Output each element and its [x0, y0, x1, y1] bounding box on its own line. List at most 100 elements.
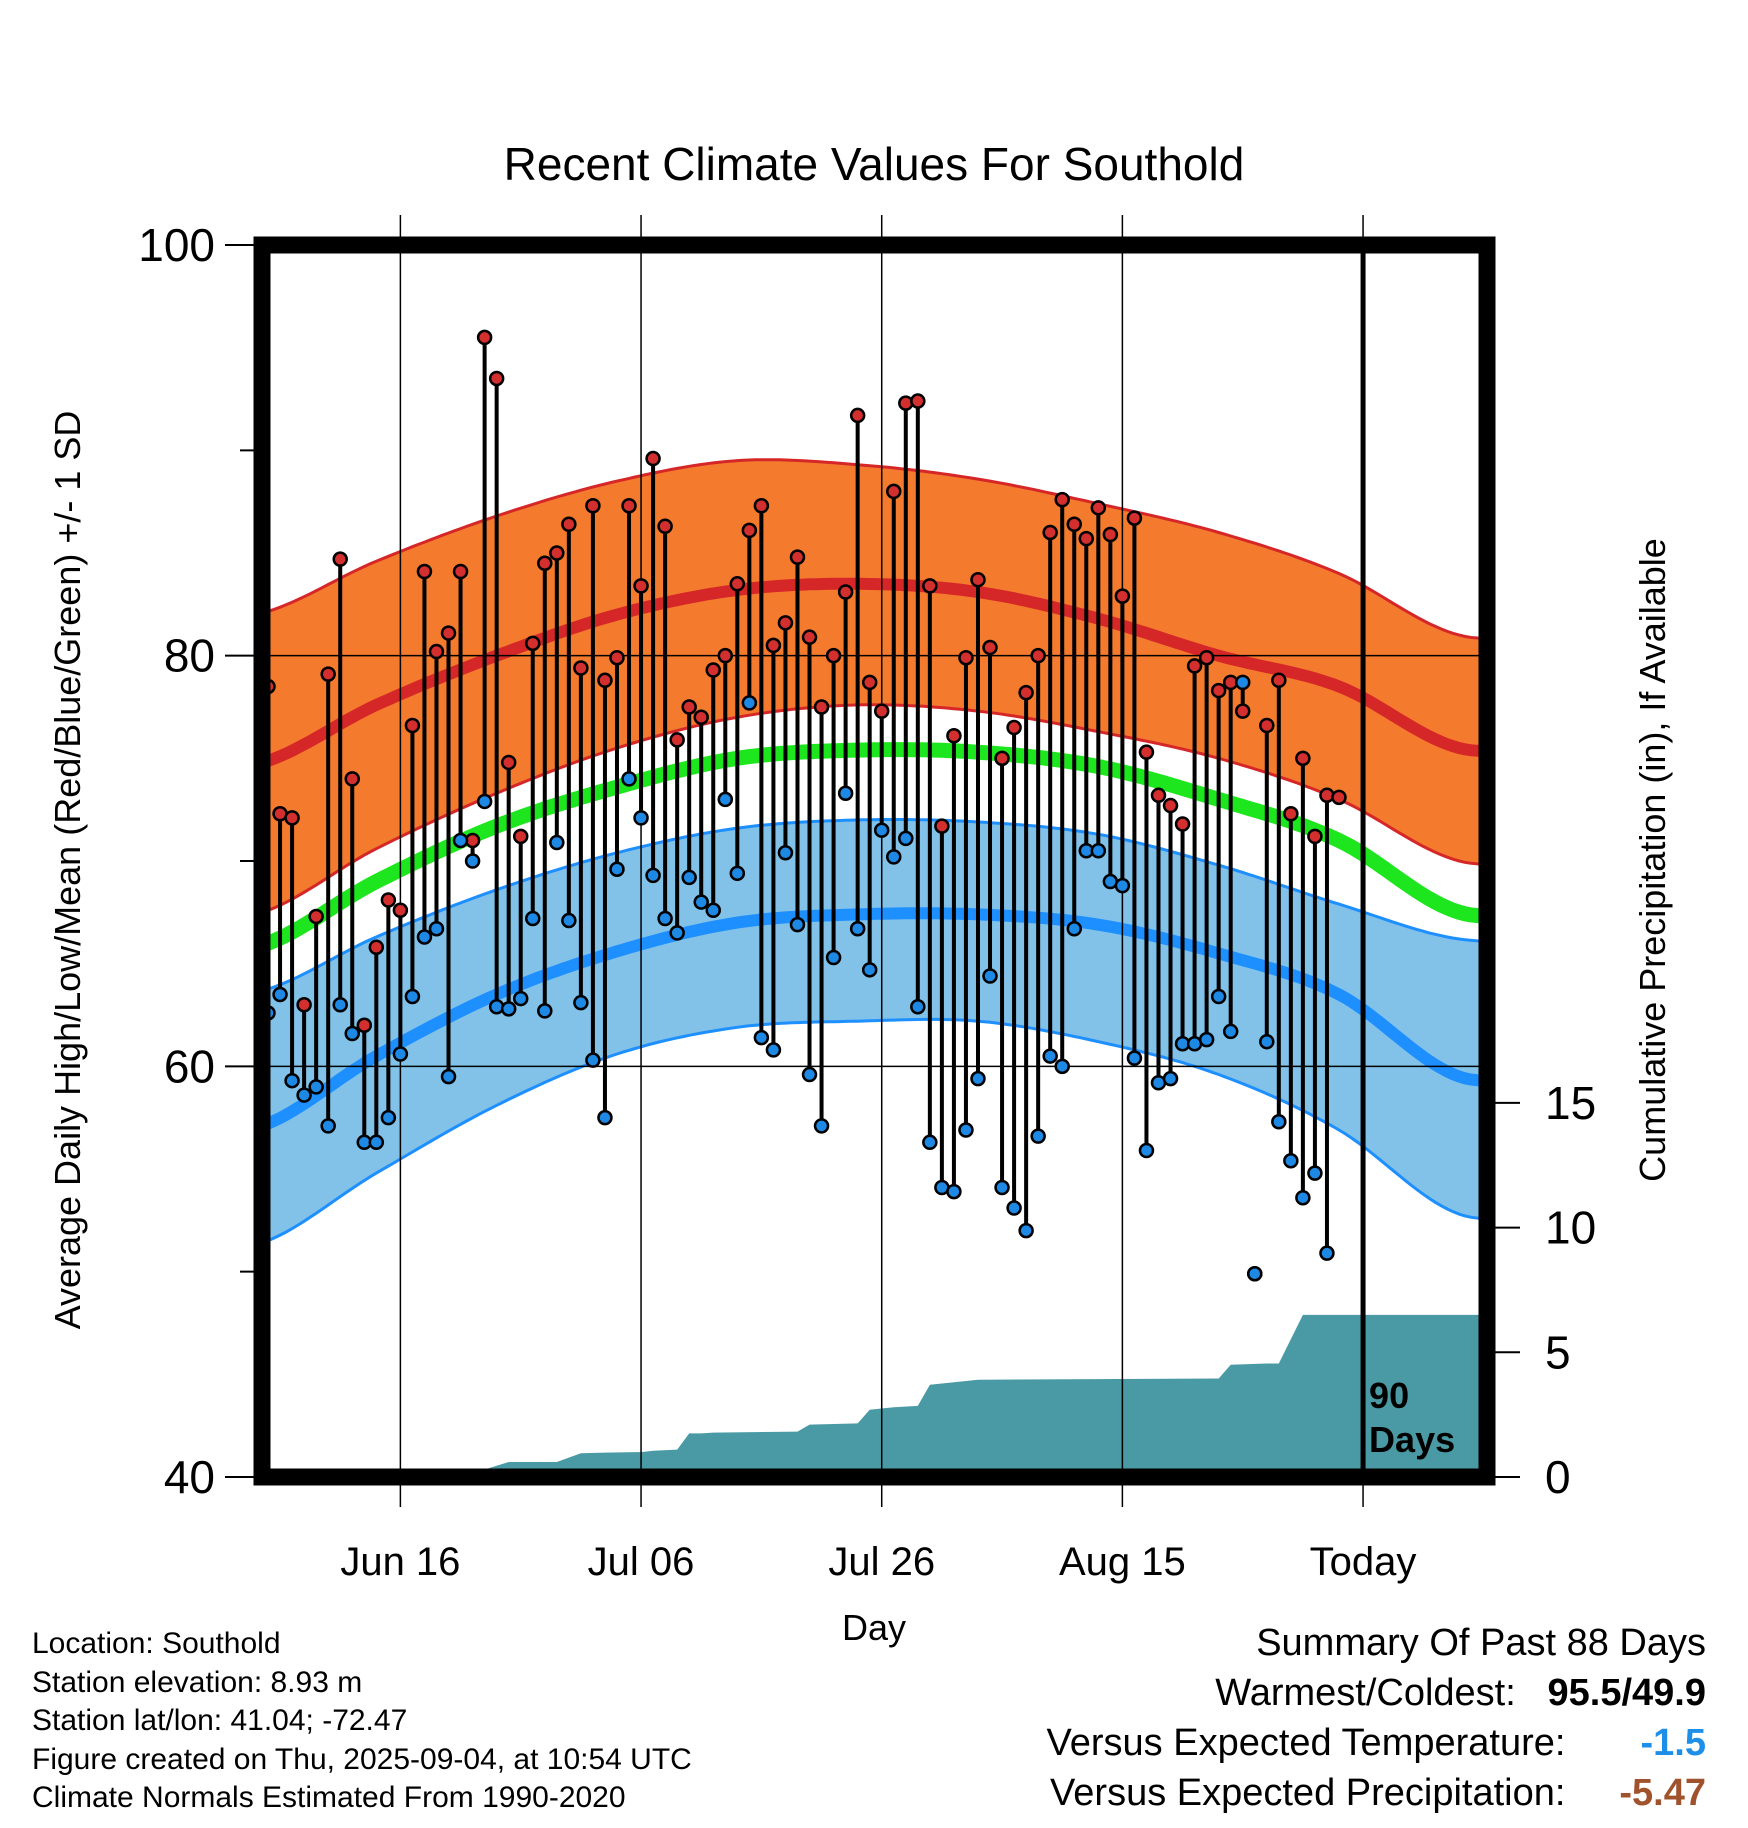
x-tick-label: Today	[1310, 1540, 1417, 1584]
daily-low-point	[1138, 1142, 1155, 1159]
latlon-text: Station lat/lon: 41.04; -72.47	[32, 1704, 408, 1737]
daily-high-point	[1319, 787, 1335, 804]
summary-heading: Summary Of Past 88 Days	[1256, 1622, 1706, 1664]
daily-high-point	[849, 407, 866, 424]
daily-low-point	[645, 867, 661, 884]
daily-high-point	[284, 810, 300, 826]
normal-high-line	[260, 577, 1484, 769]
daily-high-point	[380, 892, 397, 908]
daily-high-point	[1162, 797, 1179, 814]
daily-high-point	[597, 672, 613, 689]
warm-cold-row: Warmest/Coldest: 95.5/49.9	[806, 1668, 1706, 1718]
daily-low-point	[585, 1052, 601, 1068]
created-text: Figure created on Thu, 2025-09-04, at 10…	[32, 1742, 692, 1776]
plot-area: Jun 16 Jul 06 Jul 26 Aug 15 Today 40 60 80 100 0 5…	[138, 215, 1596, 1584]
daily-high-point	[512, 828, 529, 845]
daily-high-point	[356, 1017, 373, 1034]
daily-low-point	[1271, 1114, 1287, 1130]
daily-low-point	[344, 1025, 361, 1042]
precip-anomaly-label: Versus Expected Precipitation:	[1050, 1772, 1566, 1814]
daily-low-point	[886, 849, 902, 865]
daily-low-point	[729, 865, 746, 882]
daily-low-point	[452, 832, 469, 849]
daily-low-point	[440, 1068, 457, 1085]
daily-low-point	[1198, 1031, 1215, 1048]
daily-low-point	[633, 810, 649, 826]
daily-high-point	[344, 771, 361, 787]
daily-high-point	[525, 635, 541, 652]
daily-high-point	[825, 647, 842, 664]
daily-high-point	[476, 329, 493, 346]
daily-high-point	[922, 578, 938, 594]
daily-low-point	[1042, 1048, 1058, 1064]
y-right-tick-label: 5	[1545, 1326, 1571, 1378]
daily-high-point	[861, 674, 878, 691]
daily-low-point	[537, 1003, 553, 1019]
daily-high-point	[789, 549, 806, 565]
daily-high-point	[1259, 717, 1275, 734]
daily-low-point	[741, 695, 758, 711]
x-tick-label: Aug 15	[1059, 1540, 1186, 1584]
daily-low-point	[428, 921, 445, 937]
daily-high-point	[1150, 787, 1167, 804]
daily-high-point	[1271, 672, 1287, 689]
station-info: Location: Southold Station elevation: 8.…	[32, 1625, 692, 1818]
daily-high-point	[537, 555, 553, 572]
daily-low-point	[320, 1118, 336, 1134]
daily-low-point	[970, 1070, 986, 1087]
daily-high-point	[1102, 526, 1119, 543]
daily-low-point	[1066, 921, 1083, 937]
daily-low-point	[1247, 1265, 1263, 1282]
y-right-tick-label: 10	[1545, 1202, 1596, 1254]
daily-low-point	[272, 986, 288, 1003]
y-axis-label-right: Cumulative Precipitation (in), If Availa…	[1632, 538, 1673, 1182]
daily-high-point	[633, 578, 649, 594]
daily-high-point	[1078, 530, 1095, 547]
daily-low-point	[284, 1072, 300, 1089]
days-label-number: 90	[1369, 1375, 1409, 1416]
daily-low-point	[717, 791, 734, 808]
daily-high-point	[416, 563, 433, 580]
daily-low-point	[813, 1118, 830, 1134]
daily-high-point	[837, 584, 854, 600]
daily-low-point	[597, 1109, 613, 1126]
daily-low-point	[765, 1042, 782, 1058]
warmest-value: 95.5	[1547, 1672, 1622, 1714]
daily-high-point	[693, 709, 709, 726]
daily-low-point	[1054, 1058, 1070, 1075]
daily-high-point	[958, 649, 974, 666]
location-text: Location: Southold	[32, 1627, 281, 1660]
low-sd-band	[260, 818, 1485, 1246]
daily-low-point	[753, 1029, 770, 1046]
daily-high-point	[440, 625, 457, 641]
daily-low-point	[982, 968, 998, 984]
daily-low-point	[958, 1122, 974, 1138]
daily-low-point	[801, 1066, 818, 1083]
daily-low-point	[1114, 877, 1131, 894]
y-axis-label-left: Average Daily High/Low/Mean (Red/Blue/Gr…	[47, 411, 88, 1330]
daily-high-point	[946, 727, 962, 744]
daily-low-point	[549, 834, 565, 851]
daily-high-point	[934, 818, 950, 834]
daily-high-point	[609, 649, 625, 666]
daily-high-point	[332, 551, 348, 567]
daily-high-point	[368, 939, 385, 955]
daily-low-point	[368, 1134, 385, 1151]
daily-high-point	[801, 629, 818, 645]
daily-high-point	[717, 647, 734, 664]
daily-low-point	[837, 785, 854, 801]
warm-cold-separator: /	[1621, 1672, 1633, 1714]
daily-low-point	[392, 1046, 409, 1062]
daily-low-point	[416, 929, 433, 945]
daily-high-point	[1138, 744, 1155, 760]
days-label-text: Days	[1369, 1419, 1455, 1460]
daily-high-point	[910, 393, 926, 409]
daily-low-point	[693, 894, 709, 910]
daily-low-point	[308, 1079, 324, 1095]
precipitation-area	[256, 1314, 1487, 1477]
daily-high-point	[741, 522, 758, 539]
daily-high-point	[1054, 491, 1070, 508]
daily-high-point	[488, 370, 505, 387]
daily-low-point	[1006, 1200, 1022, 1216]
precip-anomaly-row: Versus Expected Precipitation: -5.47	[806, 1768, 1706, 1818]
